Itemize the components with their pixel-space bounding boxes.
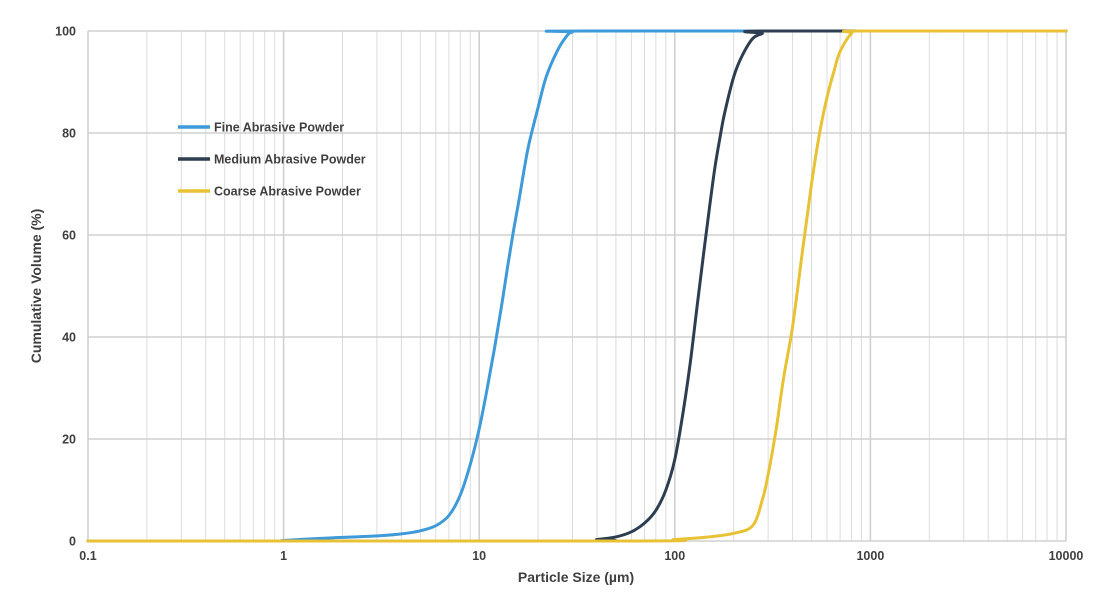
- y-tick-label: 40: [62, 331, 76, 345]
- y-axis-title: Cumulative Volume (%): [28, 209, 44, 364]
- y-tick-label: 60: [62, 229, 76, 243]
- x-tick-label: 0.1: [79, 549, 96, 563]
- legend: Fine Abrasive Powder Medium Abrasive Powd…: [178, 121, 366, 199]
- series-layer: [86, 29, 1068, 543]
- x-tick-label: 1000: [856, 549, 884, 563]
- x-tick-label: 10: [472, 549, 486, 563]
- plot-background: [88, 31, 1066, 541]
- legend-label: Coarse Abrasive Powder: [214, 185, 361, 199]
- y-tick-label: 100: [55, 25, 76, 39]
- series-line-1: [86, 29, 1068, 543]
- legend-label: Medium Abrasive Powder: [214, 153, 366, 167]
- x-tick-label: 1: [280, 549, 287, 563]
- grid: [87, 30, 1067, 542]
- y-tick-labels: 0 20 40 60 80 100: [55, 25, 76, 549]
- x-tick-label: 100: [664, 549, 685, 563]
- legend-label: Fine Abrasive Powder: [214, 121, 344, 135]
- x-tick-label: 10000: [1049, 549, 1084, 563]
- y-tick-label: 0: [69, 535, 76, 549]
- series-line-2: [86, 29, 1068, 543]
- x-axis-title: Particle Size (µm): [518, 569, 634, 585]
- x-tick-labels: 0.1 1 10 100 1000 10000: [79, 549, 1083, 563]
- y-tick-label: 80: [62, 127, 76, 141]
- y-tick-label: 20: [62, 433, 76, 447]
- series-line-3: [86, 29, 1068, 543]
